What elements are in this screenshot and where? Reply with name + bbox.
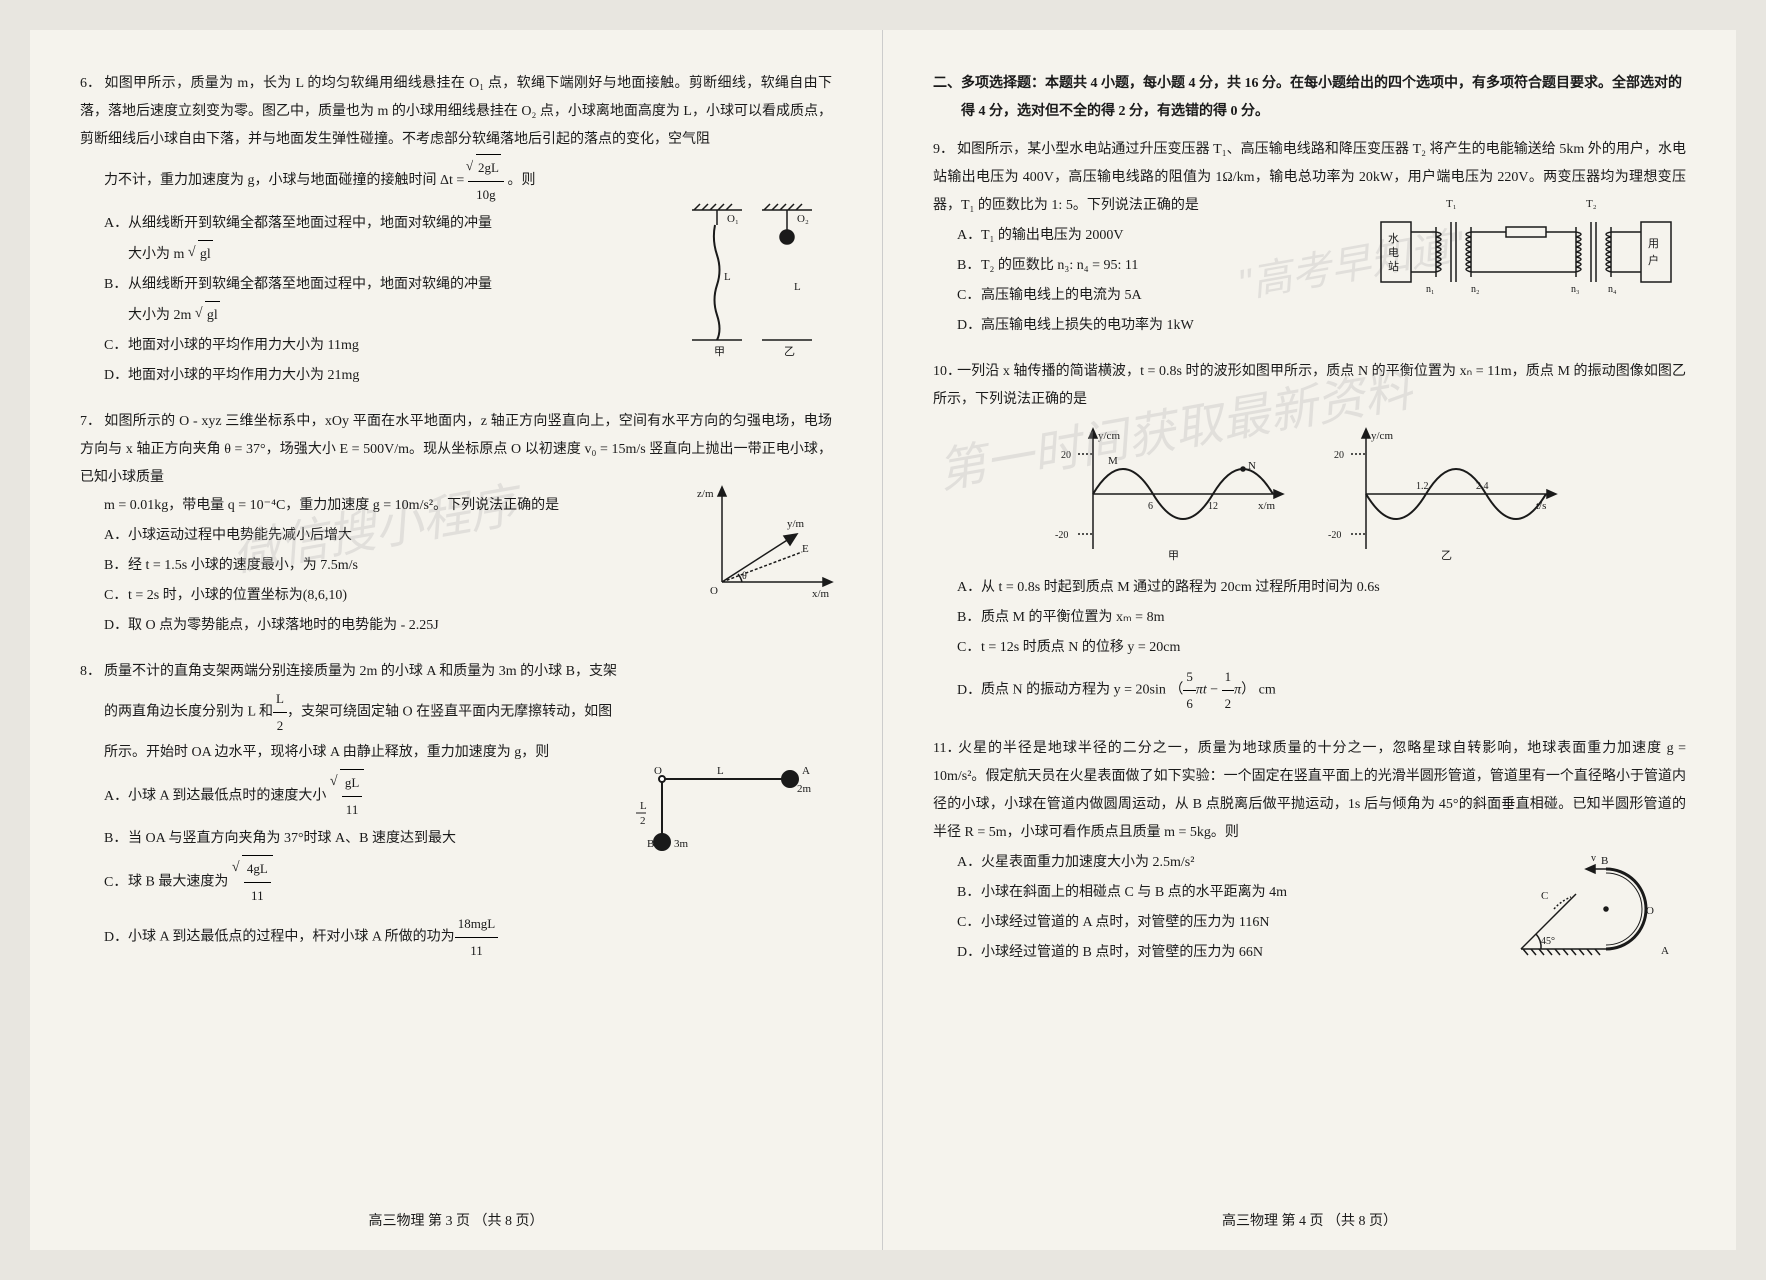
right-footer: 高三物理 第 4 页 （共 8 页） <box>883 1210 1736 1230</box>
svg-text:电: 电 <box>1388 246 1399 259</box>
q6-diagram: O₁ L 甲 O₂ L 乙 <box>682 200 822 360</box>
q10-optD: D．质点 N 的振动方程为 y = 20sin （56πt − 12π） cm <box>933 664 1686 717</box>
svg-text:B: B <box>1601 855 1608 867</box>
q11-diagram: B A O v 45° C <box>1506 849 1686 959</box>
q9-num: 9． <box>933 136 957 164</box>
svg-text:θ: θ <box>742 571 747 582</box>
q6-optD: D．地面对小球的平均作用力大小为 21mg <box>80 362 832 390</box>
q8-num: 8． <box>80 658 104 686</box>
svg-text:L: L <box>794 281 801 293</box>
svg-text:6: 6 <box>1148 501 1153 512</box>
svg-text:20: 20 <box>1334 450 1344 461</box>
q6-text1: 如图甲所示，质量为 m，长为 L 的均匀软绳用细线悬挂在 O₁ 点，软绳下端刚好… <box>80 76 832 147</box>
q8-stem: 8．质量不计的直角支架两端分别连接质量为 2m 的小球 A 和质量为 3m 的小… <box>80 658 832 686</box>
question-9: 9．如图所示，某小型水电站通过升压变压器 T₁、高压输电线路和降压变压器 T₂ … <box>933 136 1686 340</box>
q10-optB: B．质点 M 的平衡位置为 xₘ = 8m <box>933 604 1686 632</box>
svg-text:L: L <box>640 800 647 812</box>
svg-text:L: L <box>724 271 731 283</box>
svg-text:20: 20 <box>1061 450 1071 461</box>
q6-frac: 2gL10g <box>468 154 504 208</box>
svg-text:乙: 乙 <box>784 345 795 358</box>
svg-text:A: A <box>1661 945 1669 957</box>
q8-optC: C．球 B 最大速度为 4gL11 <box>80 855 832 909</box>
q10-diagram-yi: y/cm t/s 20 -20 1.2 2.4 乙 <box>1326 424 1566 564</box>
q7-optD: D．取 O 点为零势能点，小球落地时的电势能为 - 2.25J <box>80 612 832 640</box>
svg-text:O: O <box>1646 905 1654 917</box>
q10-optA: A．从 t = 0.8s 时起到质点 M 通过的路程为 20cm 过程所用时间为… <box>933 574 1686 602</box>
q11-stem: 11．火星的半径是地球半径的二分之一，质量为地球质量的十分之一，忽略星球自转影响… <box>933 735 1686 847</box>
q7-num: 7． <box>80 408 104 436</box>
svg-text:x/m: x/m <box>812 588 830 600</box>
q10-diagram-jia: y/cm x/m 20 -20 6 12 M N 甲 <box>1053 424 1293 564</box>
q9-optD: D．高压输电线上损失的电功率为 1kW <box>933 312 1686 340</box>
svg-text:户: 户 <box>1648 253 1659 267</box>
svg-text:v: v <box>1591 853 1596 864</box>
svg-text:T₁: T₁ <box>1446 198 1457 210</box>
svg-text:O₁: O₁ <box>727 213 739 225</box>
svg-text:y/m: y/m <box>787 518 805 530</box>
svg-text:y/cm: y/cm <box>1098 430 1120 442</box>
q10-stem: 10．一列沿 x 轴传播的简谐横波，t = 0.8s 时的波形如图甲所示，质点 … <box>933 358 1686 414</box>
q8-optD: D．小球 A 到达最低点的过程中，杆对小球 A 所做的功为18mgL11 <box>80 911 832 964</box>
q11-num: 11． <box>933 735 957 763</box>
svg-text:y/cm: y/cm <box>1371 430 1393 442</box>
svg-text:n₃: n₃ <box>1571 284 1580 295</box>
q10-optC: C．t = 12s 时质点 N 的位移 y = 20cm <box>933 634 1686 662</box>
svg-text:甲: 甲 <box>714 346 725 358</box>
svg-text:x/m: x/m <box>1258 500 1276 512</box>
q6-num: 6． <box>80 70 104 98</box>
svg-text:3m: 3m <box>674 838 689 850</box>
right-page: "高考早知道" 第一时间获取最新资料 二、多项选择题：本题共 4 小题，每小题 … <box>883 30 1736 1250</box>
svg-text:2m: 2m <box>797 783 812 795</box>
svg-text:-20: -20 <box>1055 530 1068 541</box>
svg-text:B: B <box>647 838 654 850</box>
svg-text:N: N <box>1248 460 1256 472</box>
left-page: 微信搜小程序 6．如图甲所示，质量为 m，长为 L 的均匀软绳用细线悬挂在 O₁… <box>30 30 883 1250</box>
svg-text:2.4: 2.4 <box>1476 481 1489 492</box>
svg-text:12: 12 <box>1208 501 1218 512</box>
q8-diagram: O L A 2m L 2 B 3m <box>632 759 812 859</box>
question-7: 7．如图所示的 O - xyz 三维坐标系中，xOy 平面在水平地面内，z 轴正… <box>80 408 832 640</box>
section2-header: 二、多项选择题：本题共 4 小题，每小题 4 分，共 16 分。在每小题给出的四… <box>933 70 1686 126</box>
svg-text:O: O <box>654 765 662 777</box>
svg-text:L: L <box>717 765 724 777</box>
left-footer: 高三物理 第 3 页 （共 8 页） <box>30 1210 882 1230</box>
q7-stem: 7．如图所示的 O - xyz 三维坐标系中，xOy 平面在水平地面内，z 轴正… <box>80 408 832 492</box>
q6-text2-after: 。则 <box>508 173 536 188</box>
svg-text:n₂: n₂ <box>1471 284 1480 295</box>
svg-text:45°: 45° <box>1541 936 1555 947</box>
question-8: 8．质量不计的直角支架两端分别连接质量为 2m 的小球 A 和质量为 3m 的小… <box>80 658 832 964</box>
q9-diagram: 水 电 站 T₁ n₁ n₂ T₂ n₃ <box>1376 192 1686 302</box>
svg-text:甲: 甲 <box>1168 550 1179 562</box>
question-6: 6．如图甲所示，质量为 m，长为 L 的均匀软绳用细线悬挂在 O₁ 点，软绳下端… <box>80 70 832 390</box>
q10-num: 10． <box>933 358 957 386</box>
svg-text:-20: -20 <box>1328 530 1341 541</box>
svg-text:n₄: n₄ <box>1608 284 1617 295</box>
svg-text:2: 2 <box>640 815 646 827</box>
svg-text:O: O <box>710 585 718 597</box>
svg-text:n₁: n₁ <box>1426 284 1435 295</box>
svg-text:用: 用 <box>1648 238 1659 250</box>
svg-text:站: 站 <box>1388 259 1399 273</box>
svg-text:M: M <box>1108 455 1118 467</box>
q6-stem: 6．如图甲所示，质量为 m，长为 L 的均匀软绳用细线悬挂在 O₁ 点，软绳下端… <box>80 70 832 154</box>
q7-diagram: z/m x/m y/m E O θ <box>682 482 842 612</box>
q7-text2: m = 0.01kg，带电量 q = 10⁻⁴C，重力加速度 g = 10m/s… <box>80 492 832 520</box>
svg-text:1.2: 1.2 <box>1416 481 1429 492</box>
svg-text:T₂: T₂ <box>1586 198 1597 210</box>
svg-text:z/m: z/m <box>697 488 714 500</box>
svg-text:C: C <box>1541 890 1548 902</box>
svg-text:O₂: O₂ <box>797 213 809 225</box>
svg-text:乙: 乙 <box>1441 549 1452 562</box>
svg-text:E: E <box>802 543 809 555</box>
svg-text:A: A <box>802 765 810 777</box>
question-11: 11．火星的半径是地球半径的二分之一，质量为地球质量的十分之一，忽略星球自转影响… <box>933 735 1686 967</box>
q6-text2: 力不计，重力加速度为 g，小球与地面碰撞的接触时间 Δt = <box>104 173 468 188</box>
question-10: 10．一列沿 x 轴传播的简谐横波，t = 0.8s 时的波形如图甲所示，质点 … <box>933 358 1686 717</box>
svg-text:水: 水 <box>1388 232 1399 245</box>
